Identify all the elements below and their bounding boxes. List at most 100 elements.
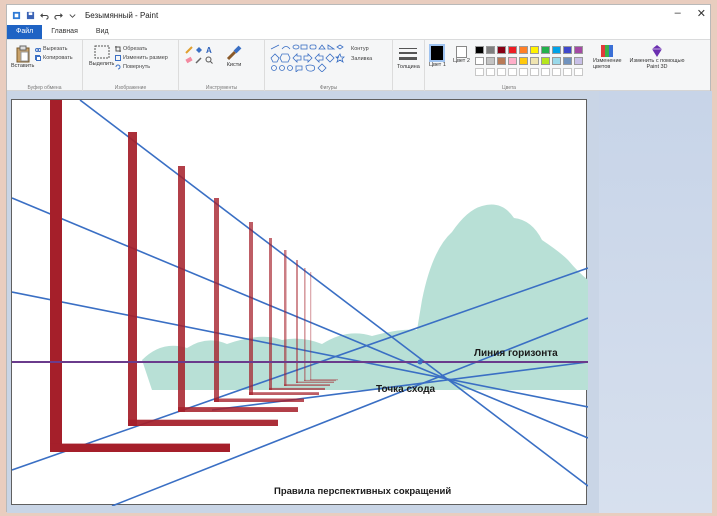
paint3d-label: Изменить с помощью Paint 3D xyxy=(629,58,685,70)
palette-swatch[interactable] xyxy=(563,46,572,54)
rotate-icon xyxy=(115,64,121,70)
copy-button[interactable]: Копировать xyxy=(43,55,73,61)
shapes-gallery[interactable] xyxy=(269,44,349,72)
select-icon xyxy=(94,45,110,59)
paste-label: Вставить xyxy=(11,63,35,69)
paint-window: Безымянный - Paint – ✕ Файл Главная Вид … xyxy=(6,4,712,513)
perspective-line xyxy=(12,197,588,439)
brushes-button[interactable]: Кисти xyxy=(225,44,243,68)
size-group: Толщина xyxy=(393,40,425,92)
pole-base xyxy=(178,407,298,412)
eraser-icon[interactable] xyxy=(185,56,193,64)
color2-button[interactable]: Цвет 2 xyxy=(453,46,470,64)
palette-swatch-empty[interactable] xyxy=(541,68,550,76)
perspective-pole xyxy=(284,250,287,386)
palette-swatch[interactable] xyxy=(563,57,572,65)
color1-swatch xyxy=(429,44,446,62)
perspective-drawing xyxy=(12,100,588,506)
paint3d-icon xyxy=(652,45,662,57)
palette-swatch-empty[interactable] xyxy=(475,68,484,76)
palette-swatch[interactable] xyxy=(552,57,561,65)
window-title: Безымянный - Paint xyxy=(85,10,159,20)
horizon-label: Линия горизонта xyxy=(474,348,558,359)
undo-icon[interactable] xyxy=(40,11,49,20)
size-button[interactable]: Толщина xyxy=(397,46,420,70)
palette-swatch[interactable] xyxy=(530,57,539,65)
fill-button[interactable]: Заливка xyxy=(351,56,373,62)
colors-group: Цвет 1 Цвет 2 Изменение цветов Цвета xyxy=(425,40,622,92)
edit-colors-button[interactable]: Изменение цветов xyxy=(593,44,622,70)
palette-swatch[interactable] xyxy=(552,46,561,54)
perspective-line xyxy=(12,291,588,408)
fill-icon[interactable] xyxy=(195,46,203,54)
palette-swatch[interactable] xyxy=(486,57,495,65)
save-icon[interactable] xyxy=(26,11,35,20)
redo-icon[interactable] xyxy=(54,11,63,20)
palette-swatch[interactable] xyxy=(508,57,517,65)
tab-view[interactable]: Вид xyxy=(95,28,109,35)
paint3d-button[interactable]: Изменить с помощью Paint 3D xyxy=(627,44,687,70)
palette-swatch-empty[interactable] xyxy=(486,68,495,76)
edit-colors-label: Изменение цветов xyxy=(593,58,622,70)
perspective-pole xyxy=(269,238,272,390)
text-icon[interactable]: A xyxy=(205,46,213,54)
caption-label: Правила перспективных сокращений xyxy=(274,486,452,497)
copy-icon xyxy=(35,55,41,61)
palette-swatch-empty[interactable] xyxy=(574,68,583,76)
perspective-pole xyxy=(249,222,253,395)
palette-swatch[interactable] xyxy=(541,46,550,54)
paste-button[interactable]: Вставить xyxy=(11,45,34,69)
close-button[interactable]: ✕ xyxy=(696,8,706,20)
svg-text:A: A xyxy=(206,46,212,54)
palette-swatch-empty[interactable] xyxy=(508,68,517,76)
minimize-button[interactable]: – xyxy=(674,7,681,19)
rotate-button[interactable]: Повернуть xyxy=(123,64,151,70)
pole-base xyxy=(310,379,338,381)
perspective-pole xyxy=(50,100,62,452)
perspective-pole xyxy=(310,272,312,380)
palette-swatch[interactable] xyxy=(508,46,517,54)
perspective-line xyxy=(12,267,588,471)
color-picker-icon[interactable] xyxy=(195,56,203,64)
palette-swatch-empty[interactable] xyxy=(530,68,539,76)
magnifier-icon[interactable] xyxy=(205,56,213,64)
palette-swatch-empty[interactable] xyxy=(519,68,528,76)
palette-swatch[interactable] xyxy=(486,46,495,54)
tools-group: A Кисти Инструменты xyxy=(179,40,265,92)
color-wheel-icon xyxy=(601,45,614,57)
palette-swatch[interactable] xyxy=(574,46,583,54)
crop-button[interactable]: Обрезать xyxy=(123,46,148,52)
resize-button[interactable]: Изменить размер xyxy=(123,55,168,61)
palette-swatch-empty[interactable] xyxy=(552,68,561,76)
workspace-background xyxy=(599,91,712,513)
color1-button[interactable]: Цвет 1 xyxy=(429,44,446,68)
shapes-group: Контур Заливка Фигуры xyxy=(265,40,393,92)
select-label: Выделить xyxy=(89,61,115,67)
palette-swatch[interactable] xyxy=(497,46,506,54)
brush-icon xyxy=(226,45,242,61)
palette-swatch[interactable] xyxy=(475,57,484,65)
tab-file[interactable]: Файл xyxy=(7,25,43,39)
workspace: Линия горизонта Точка схода Правила перс… xyxy=(7,91,712,513)
cut-button[interactable]: Вырезать xyxy=(43,46,68,52)
select-button[interactable]: Выделить xyxy=(89,45,114,67)
palette-swatch-empty[interactable] xyxy=(497,68,506,76)
palette-swatch[interactable] xyxy=(541,57,550,65)
tab-home[interactable]: Главная xyxy=(51,28,78,35)
outline-button[interactable]: Контур xyxy=(351,46,369,52)
pole-base xyxy=(249,392,319,395)
perspective-line xyxy=(79,100,588,487)
palette-swatch-empty[interactable] xyxy=(563,68,572,76)
colors-group-label: Цвета xyxy=(502,85,516,91)
chevron-down-icon[interactable] xyxy=(68,11,77,20)
pencil-icon[interactable] xyxy=(185,46,193,54)
palette-swatch[interactable] xyxy=(519,46,528,54)
palette-swatch[interactable] xyxy=(574,57,583,65)
drawing-canvas[interactable]: Линия горизонта Точка схода Правила перс… xyxy=(11,99,588,506)
palette-swatch[interactable] xyxy=(519,57,528,65)
palette-swatch[interactable] xyxy=(475,46,484,54)
shapes-group-label: Фигуры xyxy=(319,85,338,91)
size-label: Толщина xyxy=(397,64,420,70)
palette-swatch[interactable] xyxy=(530,46,539,54)
palette-swatch[interactable] xyxy=(497,57,506,65)
